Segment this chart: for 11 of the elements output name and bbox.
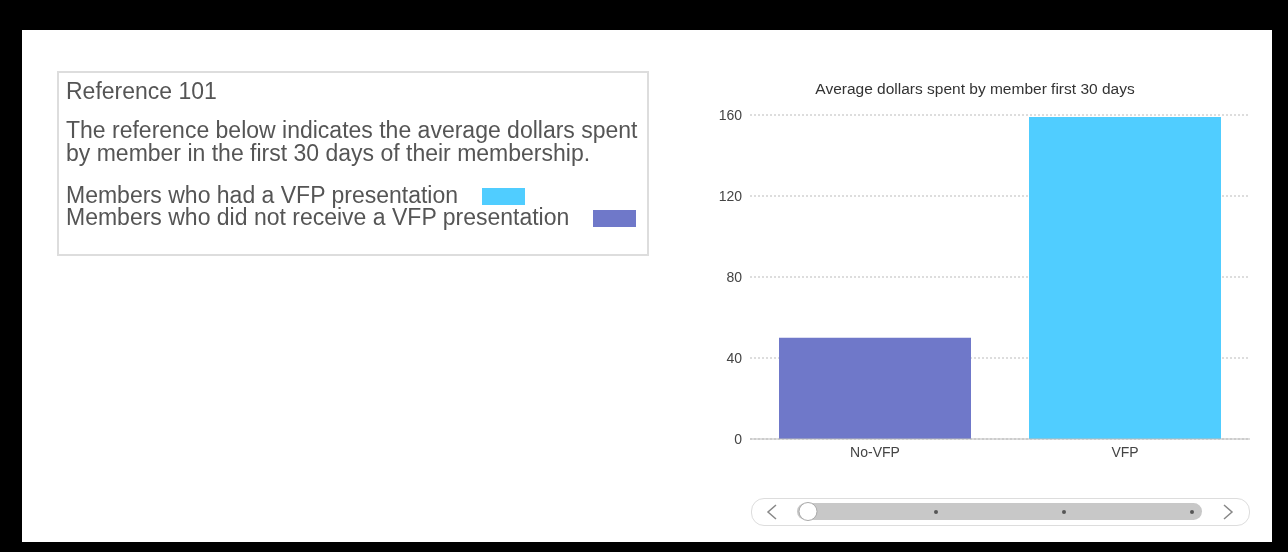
- text: The reference below indicates the average dollars spent by member in the first 30 days of their membership.: [66, 117, 639, 166]
- y-tick-label: 0: [734, 430, 743, 447]
- y-tick-label: 120: [718, 187, 743, 204]
- y-tick-label: 40: [726, 349, 743, 366]
- text: Reference 101: [66, 78, 217, 105]
- y-tick-label: 160: [718, 106, 743, 123]
- chart-title: Average dollars spent by member first 30 days: [814, 80, 1136, 98]
- x-tick-label: No-VFP: [850, 443, 900, 460]
- y-tick-label: 80: [726, 268, 743, 285]
- x-tick-label: VFP: [1111, 443, 1139, 460]
- legend-label: Members who had a VFP presentation: [66, 182, 459, 208]
